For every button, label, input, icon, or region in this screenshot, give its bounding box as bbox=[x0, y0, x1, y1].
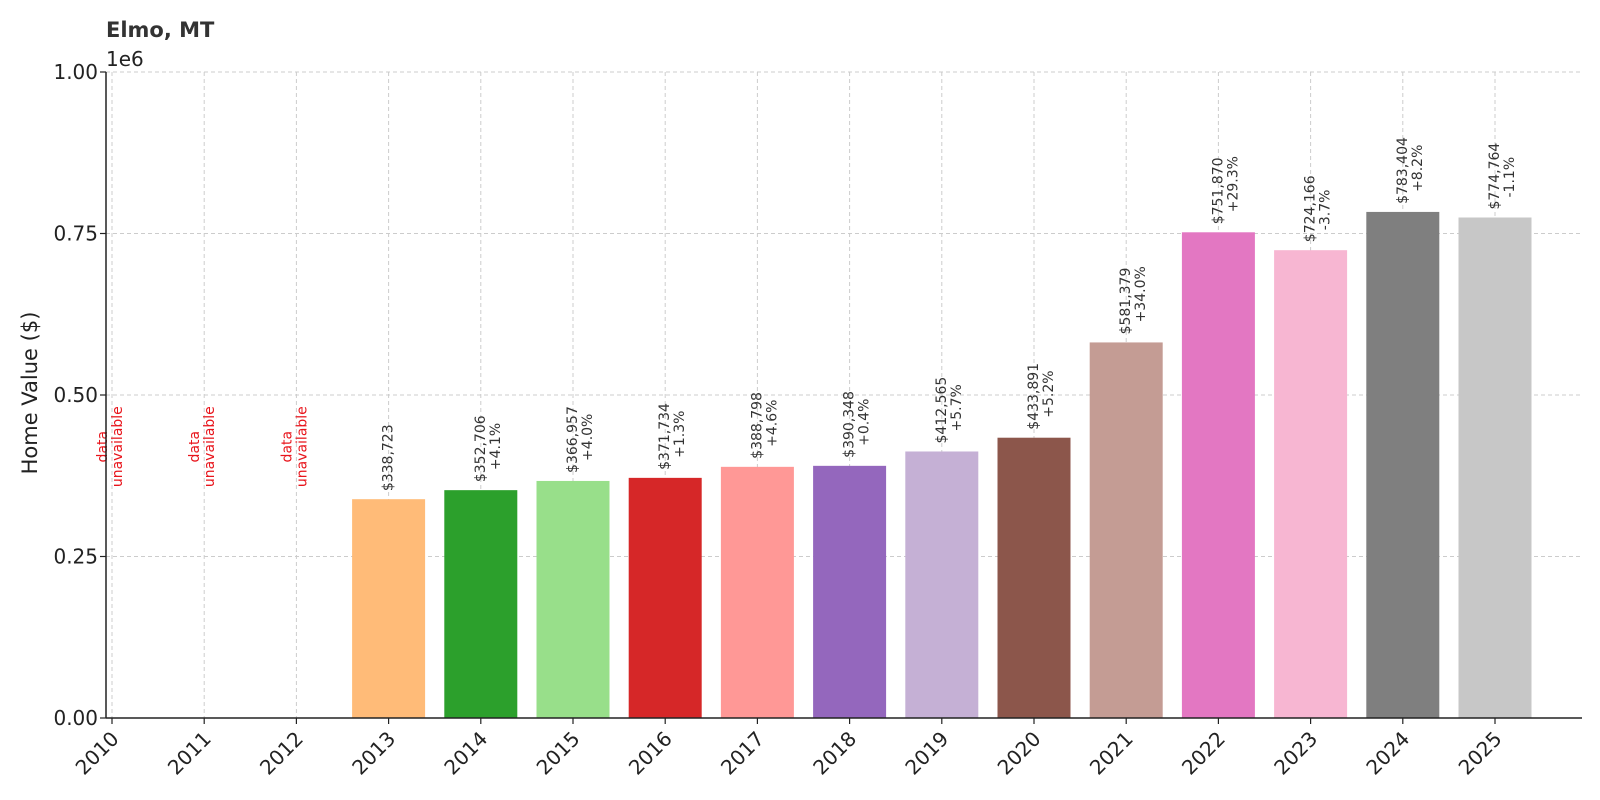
x-tick-label: 2018 bbox=[808, 727, 861, 780]
bar-2024 bbox=[1366, 211, 1440, 718]
x-tick-label: 2023 bbox=[1269, 727, 1322, 780]
value-label: $774,764 bbox=[1487, 143, 1503, 210]
y-tick-label: 1.00 bbox=[53, 60, 98, 84]
y-tick-label: 0.00 bbox=[53, 706, 98, 730]
x-tick-label: 2022 bbox=[1177, 727, 1230, 780]
bar-2017 bbox=[720, 466, 794, 718]
data-unavailable-label: unavailable bbox=[202, 406, 218, 487]
value-label: $388,798 bbox=[749, 392, 765, 459]
x-tick-label: 2021 bbox=[1085, 727, 1138, 780]
data-unavailable-label: data bbox=[279, 431, 295, 463]
change-label: +34.0% bbox=[1133, 266, 1149, 322]
chart-title: Elmo, MT bbox=[106, 18, 215, 42]
y-tick-label: 0.50 bbox=[53, 383, 98, 407]
y-axis-label: Home Value ($) bbox=[18, 312, 42, 475]
y-tick-label: 0.25 bbox=[53, 545, 98, 569]
y-offset-text: 1e6 bbox=[106, 47, 144, 71]
data-unavailable-label: unavailable bbox=[110, 406, 126, 487]
change-label: +0.4% bbox=[857, 399, 873, 446]
change-label: +5.2% bbox=[1041, 370, 1057, 417]
x-tick-label: 2017 bbox=[716, 727, 769, 780]
x-tick-label: 2015 bbox=[532, 727, 585, 780]
x-tick-label: 2010 bbox=[71, 727, 124, 780]
bar-2019 bbox=[905, 451, 979, 718]
bar-2013 bbox=[352, 499, 426, 718]
bar-2015 bbox=[536, 480, 610, 718]
change-label: -1.1% bbox=[1502, 157, 1518, 198]
x-tick-label: 2014 bbox=[439, 727, 492, 780]
data-unavailable-label: unavailable bbox=[294, 406, 310, 487]
bar-2022 bbox=[1181, 232, 1255, 718]
x-tick-label: 2024 bbox=[1361, 727, 1414, 780]
value-label: $371,734 bbox=[657, 403, 673, 470]
x-tick-label: 2011 bbox=[163, 727, 216, 780]
bar-2021 bbox=[1089, 342, 1163, 718]
data-unavailable-label: data bbox=[187, 431, 203, 463]
value-label: $352,706 bbox=[473, 415, 489, 482]
change-label: +8.2% bbox=[1410, 145, 1426, 192]
value-label: $751,870 bbox=[1210, 157, 1226, 224]
y-tick-label: 0.75 bbox=[53, 222, 98, 246]
value-label: $412,565 bbox=[934, 377, 950, 444]
x-tick-label: 2013 bbox=[347, 727, 400, 780]
x-tick-label: 2020 bbox=[993, 727, 1046, 780]
bar-2025 bbox=[1458, 217, 1532, 719]
value-label: $433,891 bbox=[1026, 363, 1042, 430]
value-label: $581,379 bbox=[1118, 268, 1134, 335]
value-label: $783,404 bbox=[1395, 137, 1411, 204]
bar-labels: data unavailable data unavailable data unavai… bbox=[95, 137, 1518, 491]
x-tick-label: 2019 bbox=[900, 727, 953, 780]
bar-2018 bbox=[813, 465, 887, 718]
change-label: -3.7% bbox=[1318, 190, 1334, 231]
x-tick-label: 2025 bbox=[1454, 727, 1507, 780]
change-label: +4.1% bbox=[488, 423, 504, 470]
bars bbox=[352, 211, 1532, 719]
bar-2014 bbox=[444, 490, 518, 718]
value-label: $724,166 bbox=[1303, 175, 1319, 242]
value-label: $338,723 bbox=[381, 424, 397, 491]
bar-2016 bbox=[628, 477, 702, 718]
change-label: +4.6% bbox=[764, 400, 780, 447]
change-label: +5.7% bbox=[949, 384, 965, 431]
value-label: $390,348 bbox=[842, 391, 858, 458]
bar-2020 bbox=[997, 437, 1071, 718]
data-unavailable-label: data bbox=[95, 431, 111, 463]
bar-2023 bbox=[1274, 250, 1348, 718]
x-tick-label: 2016 bbox=[624, 727, 677, 780]
change-label: +29.3% bbox=[1225, 156, 1241, 212]
change-label: +4.0% bbox=[580, 414, 596, 461]
value-label: $366,957 bbox=[565, 406, 581, 473]
change-label: +1.3% bbox=[672, 411, 688, 458]
x-tick-label: 2012 bbox=[255, 727, 308, 780]
